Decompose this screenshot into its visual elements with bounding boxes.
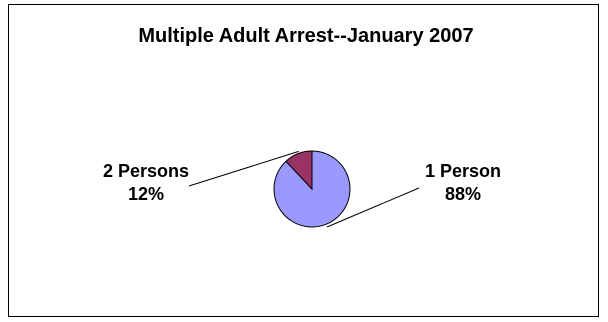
slice-label-1: 1 Person: [425, 161, 501, 181]
chart-frame: Multiple Adult Arrest--January 2007 1 Pe…: [8, 4, 599, 317]
slice-labels: 1 Person 88% 2 Persons 12%: [103, 161, 501, 204]
slice-percent-1: 88%: [445, 184, 481, 204]
pie-slice-2: [285, 150, 313, 191]
chart-title: Multiple Adult Arrest--January 2007: [138, 25, 473, 47]
slice-label-2: 2 Persons: [103, 161, 189, 181]
leader-line-2: [188, 150, 299, 187]
pie-chart: Multiple Adult Arrest--January 2007 1 Pe…: [103, 25, 501, 228]
leader-lines: [188, 150, 420, 228]
pie-slices: [273, 150, 351, 228]
leader-line-1: [326, 187, 420, 228]
slice-percent-2: 12%: [128, 184, 164, 204]
